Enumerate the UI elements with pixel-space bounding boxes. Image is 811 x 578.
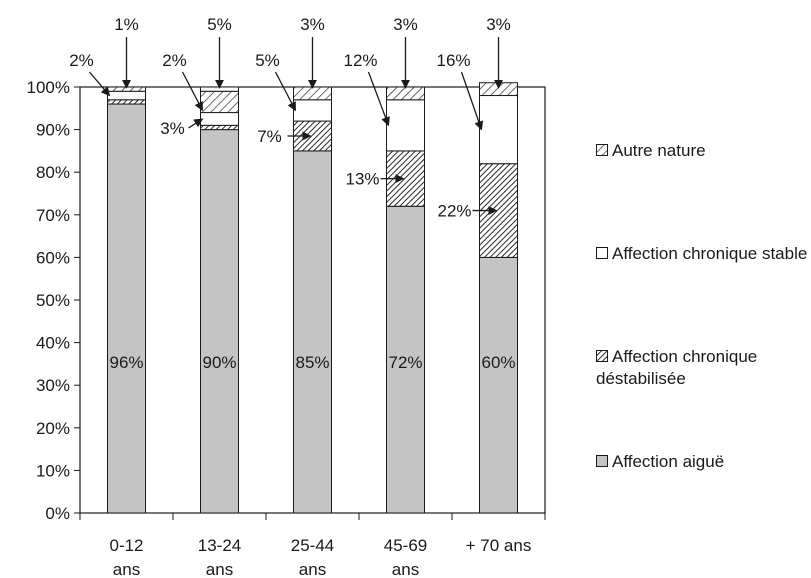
bar-segment-chronique-stable [293, 99, 332, 122]
data-label-aigue: 90% [202, 353, 236, 372]
x-tick-label: ans [299, 560, 326, 578]
x-tick-label: 25-44 [291, 536, 334, 555]
bar-segment-chronique-stable [200, 112, 239, 126]
arrow-chronique-stable [460, 71, 484, 131]
bar-segment-aigue [479, 256, 518, 514]
bar-segment-autre-nature [293, 86, 332, 101]
bar-segment-aigue [293, 150, 332, 514]
data-label-chronique-destabilisee: 13% [345, 170, 379, 189]
data-label-aigue: 60% [481, 353, 515, 372]
bar-segment-aigue [200, 129, 239, 514]
legend-label-autre-nature: Autre nature [612, 141, 706, 160]
data-label-aigue: 72% [388, 353, 422, 372]
bar-segment-autre-nature [200, 90, 239, 114]
data-label-autre-nature: 3% [393, 15, 418, 34]
x-tick-label: 13-24 [198, 536, 241, 555]
y-tick-label: 20% [36, 419, 70, 438]
arrow-chronique-stable-top [181, 71, 204, 112]
x-tick-label: ans [113, 560, 140, 578]
y-tick-label: 90% [36, 121, 70, 140]
data-label-chronique-stable: 16% [436, 51, 470, 70]
x-tick-label: ans [206, 560, 233, 578]
legend-label-chronique-stable: Affection chronique stable [612, 244, 808, 263]
legend-item-chronique-destabilisee: Affection chronique déstabilisée [596, 346, 811, 390]
legend-label-aigue: Affection aiguë [612, 452, 725, 471]
arrow-chronique-stable [89, 71, 111, 97]
legend-swatch-chronique-destabilisee [596, 350, 608, 363]
bar-segment-chronique-stable [479, 95, 518, 165]
data-label-chronique-destabilisee: 7% [257, 127, 282, 146]
bar-segment-chronique-destabilisee [386, 150, 425, 207]
y-tick-label: 30% [36, 376, 70, 395]
data-label-aigue: 96% [109, 353, 143, 372]
arrow-chronique-stable [188, 118, 204, 129]
data-label-chronique-destabilisee: 22% [437, 202, 471, 221]
bar-segment-chronique-stable [107, 90, 146, 101]
legend-item-chronique-stable: Affection chronique stable [596, 243, 811, 265]
y-tick-label: 0% [45, 504, 70, 523]
legend-swatch-aigue [596, 455, 608, 468]
bar-segment-chronique-destabilisee [107, 99, 146, 105]
legend-item-autre-nature: Autre nature [596, 140, 706, 162]
bar-segment-chronique-destabilisee [200, 124, 239, 131]
y-tick-label: 70% [36, 206, 70, 225]
y-tick-label: 10% [36, 461, 70, 480]
legend-swatch-chronique-stable [596, 247, 608, 260]
legend-swatch-autre-nature [596, 144, 608, 157]
y-tick-label: 60% [36, 248, 70, 267]
arrow-chronique-stable [274, 71, 297, 112]
data-label-chronique-stable: 3% [160, 119, 185, 138]
x-tick-label: + 70 ans [466, 536, 532, 555]
legend-item-aigue: Affection aiguë [596, 451, 724, 473]
bar-segment-aigue [386, 205, 425, 514]
data-label-chronique-stable: 12% [343, 51, 377, 70]
data-label-autre-nature: 1% [114, 15, 139, 34]
x-tick-label: 0-12 [109, 536, 143, 555]
bar-segment-aigue [107, 103, 146, 514]
data-label-chronique-stable: 2% [69, 51, 94, 70]
bar-segment-autre-nature [386, 86, 425, 101]
data-label-autre-nature: 3% [300, 15, 325, 34]
x-tick-label: ans [392, 560, 419, 578]
y-tick-label: 40% [36, 334, 70, 353]
data-label-chronique-stable: 5% [255, 51, 280, 70]
data-label-aigue: 85% [295, 353, 329, 372]
y-tick-label: 80% [36, 163, 70, 182]
data-label-chronique-stable-top: 2% [162, 51, 187, 70]
bar-segment-chronique-stable [386, 99, 425, 152]
legend-label-chronique-destabilisee: Affection chronique déstabilisée [596, 347, 758, 388]
data-label-autre-nature: 5% [207, 15, 232, 34]
data-label-autre-nature: 3% [486, 15, 511, 34]
y-tick-label: 100% [27, 78, 70, 97]
arrow-chronique-stable [367, 71, 390, 127]
y-tick-label: 50% [36, 291, 70, 310]
x-tick-label: 45-69 [384, 536, 427, 555]
